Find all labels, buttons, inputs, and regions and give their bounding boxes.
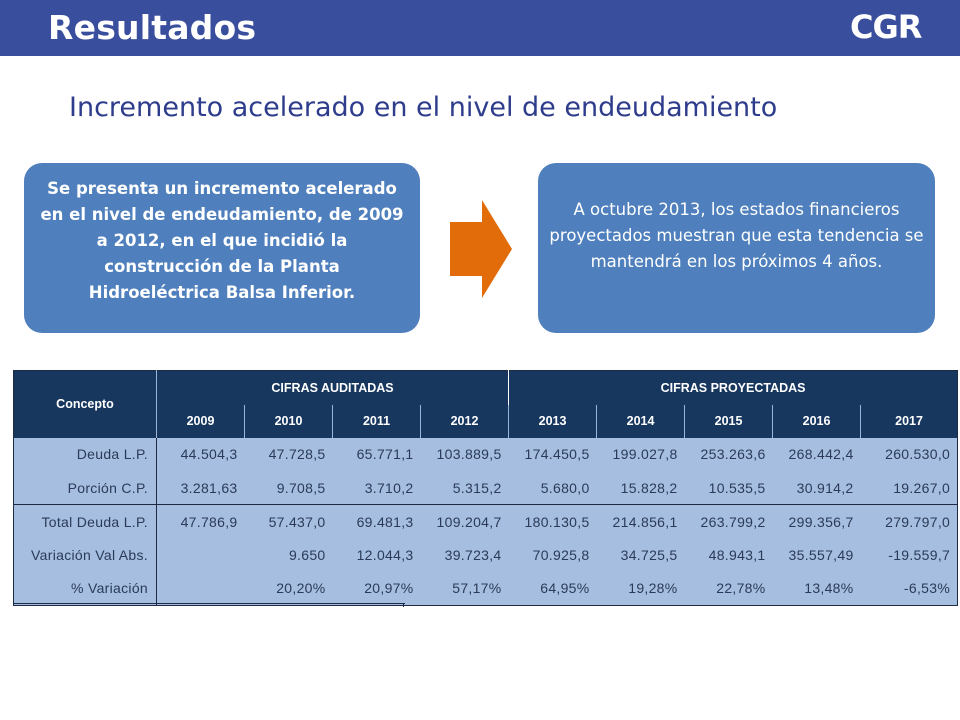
table-cell: 10.535,5 [684, 471, 773, 505]
row-label: Total Deuda L.P. [13, 504, 157, 539]
table-cell: 20,20% [244, 571, 333, 606]
table-cell: 47.728,5 [244, 437, 333, 472]
table-cell: 174.450,5 [508, 437, 597, 472]
table-row: Total Deuda L.P. 47.786,9 57.437,0 69.481,3… [13, 504, 958, 539]
table-cell: 180.130,5 [508, 504, 597, 539]
row-label: % Variación [13, 571, 157, 606]
projected-header: CIFRAS PROYECTADAS [508, 370, 958, 405]
table-cell: 253.263,6 [684, 437, 773, 472]
year-header: 2016 [772, 404, 861, 438]
table-cell: 69.481,3 [332, 504, 421, 539]
table-cell: 214.856,1 [596, 504, 685, 539]
table-cell [156, 571, 245, 606]
table-divider-tick [403, 603, 404, 607]
table-cell: -19.559,7 [860, 538, 958, 572]
table-cell: 39.723,4 [420, 538, 509, 572]
table-cell: 70.925,8 [508, 538, 597, 572]
table-cell: 64,95% [508, 571, 597, 606]
table-cell: 279.797,0 [860, 504, 958, 539]
table-cell: 9.708,5 [244, 471, 333, 505]
table-cell: 268.442,4 [772, 437, 861, 472]
table-cell: 12.044,3 [332, 538, 421, 572]
concept-header: Concepto [13, 370, 157, 438]
table-cell: 5.315,2 [420, 471, 509, 505]
table-cell: 103.889,5 [420, 437, 509, 472]
row-label: Porción C.P. [13, 471, 157, 505]
table-cell: 35.557,49 [772, 538, 861, 572]
table-row: Porción C.P. 3.281,63 9.708,5 3.710,2 5.315,… [13, 471, 958, 505]
table-row: % Variación 20,20% 20,97% 57,17% 64,95% 19,28… [13, 571, 958, 606]
table-cell: 3.281,63 [156, 471, 245, 505]
row-label: Variación Val Abs. [13, 538, 157, 572]
left-info-text: Se presenta un incremento acelerado en e… [40, 179, 404, 302]
cgr-logo: CGR [850, 8, 922, 46]
header-bar: Resultados CGR [0, 0, 960, 56]
year-header: 2017 [860, 404, 958, 438]
right-info-text: A octubre 2013, los estados financieros … [549, 200, 924, 271]
year-header: 2015 [684, 404, 773, 438]
year-header: 2013 [508, 404, 597, 438]
debt-table: Concepto CIFRAS AUDITADAS CIFRAS PROYECT… [13, 370, 959, 606]
right-info-box: A octubre 2013, los estados financieros … [538, 163, 935, 333]
table-cell: 19.267,0 [860, 471, 958, 505]
table-cell: 48.943,1 [684, 538, 773, 572]
year-header: 2010 [244, 404, 333, 438]
table-cell: 299.356,7 [772, 504, 861, 539]
table-cell: 19,28% [596, 571, 685, 606]
row-label: Deuda L.P. [13, 437, 157, 472]
table-cell: 22,78% [684, 571, 773, 606]
year-header: 2014 [596, 404, 685, 438]
table-cell: 9.650 [244, 538, 333, 572]
year-header: 2011 [332, 404, 421, 438]
right-arrow-icon [450, 200, 512, 298]
table-row: Deuda L.P. 44.504,3 47.728,5 65.771,1 103.88… [13, 437, 958, 472]
table-underline [13, 603, 405, 604]
table-cell: 65.771,1 [332, 437, 421, 472]
table-cell: 15.828,2 [596, 471, 685, 505]
year-header: 2009 [156, 404, 245, 438]
table-cell: 34.725,5 [596, 538, 685, 572]
table-cell: 57.437,0 [244, 504, 333, 539]
table-cell: 57,17% [420, 571, 509, 606]
table-cell: 5.680,0 [508, 471, 597, 505]
table-row: Variación Val Abs. 9.650 12.044,3 39.723,4 7… [13, 538, 958, 572]
table-cell: 109.204,7 [420, 504, 509, 539]
table-cell: 44.504,3 [156, 437, 245, 472]
audited-header: CIFRAS AUDITADAS [156, 370, 510, 405]
table-cell: 30.914,2 [772, 471, 861, 505]
table-cell: 3.710,2 [332, 471, 421, 505]
page-title: Resultados [48, 8, 257, 47]
table-cell: 263.799,2 [684, 504, 773, 539]
table-cell: 20,97% [332, 571, 421, 606]
table-cell: 199.027,8 [596, 437, 685, 472]
table-cell: 260.530,0 [860, 437, 958, 472]
table-cell [156, 538, 245, 572]
year-header: 2012 [419, 404, 509, 438]
table-cell: 47.786,9 [156, 504, 245, 539]
table-cell: -6,53% [860, 571, 958, 606]
left-info-box: Se presenta un incremento acelerado en e… [24, 163, 420, 333]
table-cell: 13,48% [772, 571, 861, 606]
slide-subtitle: Incremento acelerado en el nivel de ende… [69, 92, 778, 123]
